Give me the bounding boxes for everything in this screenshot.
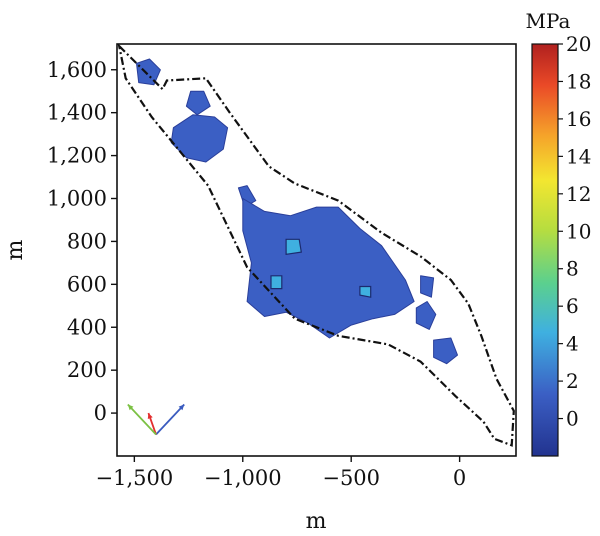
- colorbar-tick-label: 12: [566, 182, 591, 206]
- colorbar-tick-label: 16: [566, 107, 591, 131]
- colorbar-tick-label: 14: [566, 144, 591, 168]
- colorbar-tick-label: 0: [566, 407, 579, 431]
- stress-region-blob-6: [420, 275, 435, 298]
- colorbar-tick-label: 18: [566, 69, 591, 93]
- stress-peak-peak-1: [285, 238, 302, 255]
- y-tick-label: 400: [67, 315, 107, 339]
- compass-arrow-x: [155, 403, 185, 436]
- colorbar-tick-label: 2: [566, 369, 579, 393]
- plot-area: [117, 44, 515, 447]
- y-tick-label: 1,000: [47, 187, 107, 211]
- colorbar-tick-label: 4: [566, 332, 579, 356]
- y-axis-title: m: [3, 239, 28, 260]
- stress-region-blob-1: [136, 58, 161, 86]
- stress-region-blob-8: [433, 337, 458, 365]
- x-tick-label: 0: [453, 466, 466, 490]
- x-tick-label: −1,000: [204, 466, 282, 490]
- orientation-compass: [127, 403, 185, 436]
- y-tick-label: 1,600: [47, 58, 107, 82]
- x-axis-title: m: [306, 509, 327, 534]
- y-tick-label: 1,400: [47, 101, 107, 125]
- colorbar-tick-label: 20: [566, 32, 591, 56]
- stress-peak-peak-3: [270, 275, 283, 290]
- colorbar-tick-label: 6: [566, 294, 579, 318]
- stress-region-main-body: [242, 198, 415, 339]
- y-tick-label: 800: [67, 229, 107, 253]
- colorbar: MPa 0 2 4 6 8 10 12 14 16 18 20: [526, 9, 591, 457]
- stress-region-blob-3: [170, 114, 229, 163]
- colorbar-tick-label: 8: [566, 257, 579, 281]
- colorbar-tick-label: 10: [566, 219, 591, 243]
- y-tick-label: 200: [67, 358, 107, 382]
- x-axis-ticks: −1,500 −1,000 −500 0: [95, 456, 466, 490]
- colorbar-unit: MPa: [526, 9, 571, 33]
- compass-arrow-z: [127, 403, 157, 436]
- compass-arrow-y: [147, 412, 157, 435]
- stress-peak-peak-2: [359, 285, 372, 298]
- colorbar-gradient: [531, 43, 559, 457]
- stress-region-blob-2: [185, 90, 211, 116]
- domain-boundary: [117, 44, 515, 447]
- x-tick-label: −500: [322, 466, 380, 490]
- y-axis-ticks: 0 200 400 600 800 1,000 1,200 1,400 1,600: [47, 58, 117, 425]
- y-tick-label: 0: [94, 401, 107, 425]
- stress-peaks: [270, 238, 372, 298]
- colorbar-ticks: 0 2 4 6 8 10 12 14 16 18 20: [558, 32, 591, 431]
- plot-frame: [116, 43, 517, 457]
- stress-regions: [136, 58, 458, 365]
- y-tick-label: 1,200: [47, 144, 107, 168]
- stress-region-blob-7: [415, 301, 437, 330]
- x-tick-label: −1,500: [95, 466, 173, 490]
- y-tick-label: 600: [67, 272, 107, 296]
